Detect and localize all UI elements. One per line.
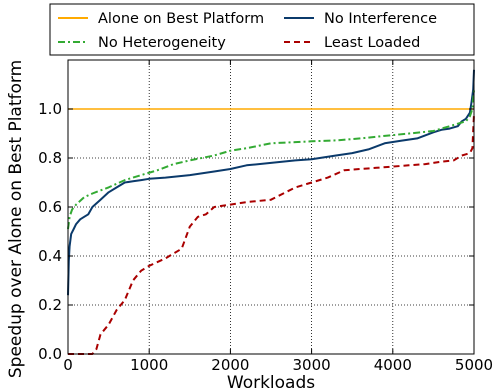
- y-tick-label: 0.8: [38, 149, 62, 167]
- legend-label-alone-on-best-platform: Alone on Best Platform: [98, 11, 264, 27]
- y-tick-label: 0.0: [38, 345, 62, 363]
- y-tick-label: 0.4: [38, 247, 62, 265]
- legend-label-no-heterogeneity: No Heterogeneity: [98, 35, 226, 51]
- legend: Alone on Best Platform No Heterogeneity No…: [49, 3, 475, 56]
- x-tick-label: 2000: [211, 356, 249, 374]
- y-axis-label: Speedup over Alone on Best Platform: [6, 60, 26, 378]
- x-tick-label: 3000: [293, 356, 331, 374]
- y-tick-label: 1.0: [38, 100, 62, 118]
- series-line-least-loaded: [68, 113, 475, 355]
- grid: [68, 60, 474, 354]
- x-tick-label: 4000: [374, 356, 412, 374]
- x-tick-label: 0: [63, 356, 73, 374]
- axis-ticks: 0 1000 2000 3000 4000 5000 0.0 0.2 0.4 0.6 0.8 1.0: [38, 60, 493, 374]
- legend-label-least-loaded: Least Loaded: [324, 35, 420, 51]
- x-tick-label: 5000: [455, 356, 493, 374]
- series-line-no-interference: [67, 69, 475, 296]
- legend-box: [49, 3, 475, 56]
- x-axis-label: Workloads: [227, 373, 315, 392]
- series-line-no-heterogeneity: [67, 89, 475, 230]
- x-tick-label: 1000: [130, 356, 168, 374]
- y-tick-label: 0.6: [38, 198, 62, 216]
- legend-label-no-interference: No Interference: [324, 11, 437, 27]
- series-lines: [67, 69, 475, 355]
- y-tick-label: 0.2: [38, 296, 62, 314]
